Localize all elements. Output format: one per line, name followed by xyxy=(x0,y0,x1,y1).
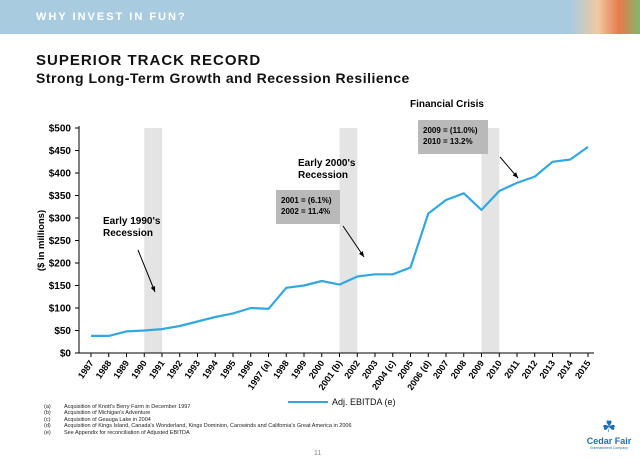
recession-label-line: Early 2000's xyxy=(298,158,356,169)
arrow-head xyxy=(150,286,156,292)
page-number: 11 xyxy=(314,450,322,457)
x-tick-label: 1995 xyxy=(218,358,238,380)
y-tick-label: $500 xyxy=(49,124,72,135)
recession-label: Financial Crisis xyxy=(410,99,484,110)
logo-icon: ☘ xyxy=(601,419,617,436)
y-tick-label: $400 xyxy=(49,169,72,180)
x-tick-label: 1988 xyxy=(94,358,114,380)
x-tick-label: 2010 xyxy=(484,358,504,380)
recession-label-line: Recession xyxy=(298,170,348,181)
recession-label-line: Recession xyxy=(103,228,153,239)
x-tick-label: 1991 xyxy=(147,358,167,380)
x-tick-label: 2015 xyxy=(573,358,593,380)
chart-legend: Adj. EBITDA (e) xyxy=(288,397,396,407)
legend-swatch xyxy=(288,401,328,403)
recession-band xyxy=(144,128,162,353)
y-tick-label: $200 xyxy=(49,259,72,270)
y-tick-label: $250 xyxy=(49,236,72,247)
y-axis-label: ($ in millions) xyxy=(36,210,47,271)
x-tick-label: 2008 xyxy=(449,358,469,380)
x-tick-label: 1999 xyxy=(289,358,309,380)
growth-note-text: 2001 = (6.1%) xyxy=(281,196,332,205)
y-tick-label: $0 xyxy=(60,349,72,360)
y-tick-label: $50 xyxy=(54,326,71,337)
growth-note-box xyxy=(276,190,340,224)
x-tick-label: 1994 xyxy=(200,358,220,380)
header-photo xyxy=(570,0,640,34)
x-tick-label: 2011 xyxy=(502,358,521,380)
header-banner: WHY INVEST IN FUN? xyxy=(0,0,640,34)
banner-text: WHY INVEST IN FUN? xyxy=(36,11,187,23)
logo-name: Cedar Fair xyxy=(586,436,632,446)
y-tick-label: $450 xyxy=(49,146,72,157)
footnote: (e) See Appendix for reconciliation of Ad… xyxy=(44,429,190,436)
x-tick-label: 2014 xyxy=(555,358,575,380)
x-tick-label: 2007 xyxy=(431,358,451,380)
y-tick-label: $300 xyxy=(49,214,72,225)
x-tick-label: 2002 xyxy=(342,358,362,380)
ebitda-line xyxy=(91,146,589,337)
x-tick-label: 2013 xyxy=(537,358,557,380)
x-tick-label: 2009 xyxy=(466,358,486,380)
footnote: (a) Acquisition of Knott's Berry Farm in … xyxy=(44,404,191,410)
recession-label-line: Early 1990's xyxy=(103,216,161,227)
footnote: (d) Acquisition of Kings Island, Canada's… xyxy=(44,423,352,430)
growth-note-text: 2002 = 11.4% xyxy=(281,207,330,216)
y-tick-label: $100 xyxy=(49,304,72,315)
growth-note-text: 2010 = 13.2% xyxy=(423,137,473,146)
x-tick-label: 1987 xyxy=(76,358,96,380)
page-subtitle: Strong Long-Term Growth and Recession Re… xyxy=(36,70,410,86)
growth-note-text: 2009 = (11.0%) xyxy=(423,126,478,135)
recession-band xyxy=(481,128,500,353)
cedar-fair-logo: ☘ Cedar Fair Entertainment Company xyxy=(584,420,634,460)
x-tick-label: 1989 xyxy=(111,358,131,380)
logo-tagline: Entertainment Company xyxy=(590,446,628,450)
legend-label: Adj. EBITDA (e) xyxy=(332,397,396,407)
footnote: (c) Acquisition of Geauga Lake in 2004 xyxy=(44,416,151,423)
footnotes: (a) Acquisition of Knott's Berry Farm in … xyxy=(44,404,364,436)
page-title: SUPERIOR TRACK RECORD xyxy=(36,52,262,69)
recession-band xyxy=(339,128,358,353)
x-tick-label: 1990 xyxy=(129,358,149,380)
y-tick-label: $350 xyxy=(49,191,72,202)
arrow-head xyxy=(512,172,518,178)
x-tick-label: 1992 xyxy=(165,358,185,380)
x-tick-label: 1993 xyxy=(182,358,202,380)
arrow-head xyxy=(358,251,364,257)
annotation-arrow xyxy=(342,225,365,258)
y-tick-label: $150 xyxy=(49,281,72,292)
growth-note-box xyxy=(418,120,488,154)
footnote: (b) Acquisition of Michigan's Adventure xyxy=(44,410,151,417)
x-tick-label: 2012 xyxy=(520,358,540,380)
annotation-arrow xyxy=(137,249,156,293)
x-tick-label: 1998 xyxy=(271,358,291,380)
